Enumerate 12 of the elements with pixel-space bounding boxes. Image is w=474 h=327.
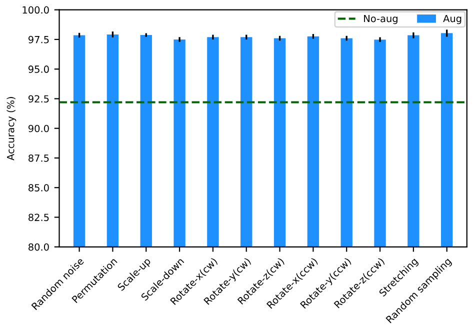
y-tick-label: 87.5 xyxy=(28,154,49,162)
y-tick-label: 95.0 xyxy=(28,66,49,73)
legend-label: Aug xyxy=(443,14,462,24)
y-tick-label: 92.5 xyxy=(28,95,49,103)
y-axis-title: Accuracy (%) xyxy=(6,97,16,160)
y-tick-label: 90.0 xyxy=(28,124,49,132)
y-tick-label: 82.5 xyxy=(28,214,49,222)
y-tick-label: 80.0 xyxy=(28,243,49,251)
y-tick-label: 97.5 xyxy=(28,36,49,44)
legend-label: No-aug xyxy=(364,14,398,24)
y-tick-label: 100.0 xyxy=(22,6,49,14)
y-tick-label: 85.0 xyxy=(28,184,49,192)
